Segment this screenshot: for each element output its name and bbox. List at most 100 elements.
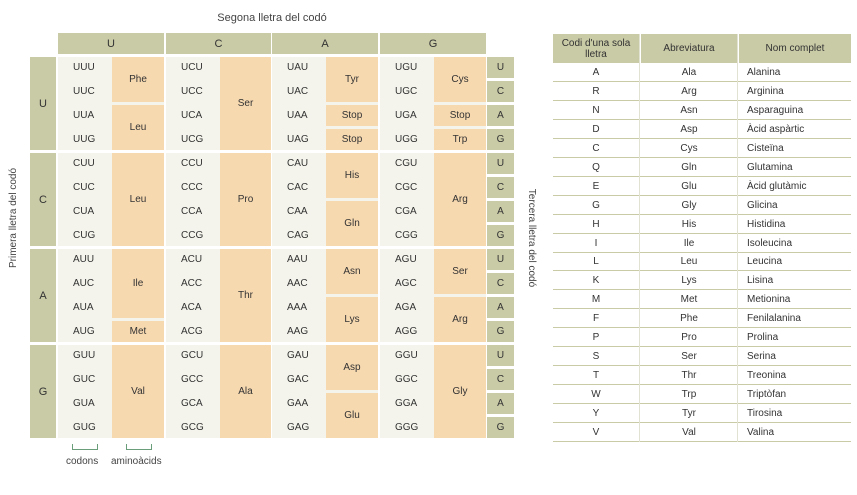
codon: GUA bbox=[73, 398, 95, 409]
three-letter-abbreviation: Lys bbox=[681, 275, 697, 287]
third-letter-cell: G bbox=[487, 417, 514, 438]
full-name: Treonina bbox=[747, 370, 787, 382]
one-letter-code: R bbox=[592, 85, 600, 97]
codon: ACG bbox=[181, 326, 203, 337]
row-divider bbox=[553, 80, 851, 82]
three-letter-abbreviation: Tyr bbox=[682, 408, 696, 420]
row-divider bbox=[553, 156, 851, 158]
codon: GAA bbox=[287, 398, 309, 409]
three-letter-abbreviation: Pro bbox=[681, 332, 697, 344]
one-letter-code: T bbox=[592, 370, 600, 382]
full-name: Àcid aspàrtic bbox=[747, 123, 805, 135]
row-divider bbox=[553, 422, 851, 424]
aminoacid-cell: Phe bbox=[112, 57, 164, 102]
legend-codons: codons bbox=[66, 456, 99, 467]
third-letter-cell: U bbox=[487, 345, 514, 366]
codon: UAC bbox=[287, 86, 309, 97]
aminoacid-cell: Ala bbox=[220, 345, 271, 438]
three-letter-abbreviation: Val bbox=[682, 427, 696, 439]
three-letter-abbreviation: Ala bbox=[681, 66, 697, 78]
third-letter-cell: G bbox=[487, 225, 514, 246]
codon: CAG bbox=[287, 230, 309, 241]
full-name: Arginina bbox=[747, 85, 784, 97]
codon: AUC bbox=[73, 278, 95, 289]
row-divider bbox=[553, 289, 851, 291]
codon: AAU bbox=[287, 254, 308, 265]
one-letter-code: P bbox=[592, 332, 600, 344]
third-letter-cell: A bbox=[487, 105, 514, 126]
row-divider bbox=[553, 194, 851, 196]
codon: AUU bbox=[73, 254, 95, 265]
codon: GCG bbox=[181, 422, 204, 433]
three-letter-abbreviation: Asn bbox=[680, 104, 698, 116]
third-letter-cell: U bbox=[487, 57, 514, 78]
row-divider bbox=[553, 137, 851, 139]
three-letter-abbreviation: Gln bbox=[681, 161, 697, 173]
row-divider bbox=[553, 346, 851, 348]
one-letter-code: Y bbox=[592, 408, 600, 420]
aminoacid-cell: Stop bbox=[326, 105, 378, 126]
three-letter-abbreviation: Ser bbox=[681, 351, 697, 363]
row-divider bbox=[553, 308, 851, 310]
codon: CGG bbox=[395, 230, 418, 241]
aminoacids-bracket bbox=[126, 444, 152, 450]
three-letter-abbreviation: Thr bbox=[681, 370, 697, 382]
full-name: Alanina bbox=[747, 66, 781, 78]
full-name: Asparaguina bbox=[747, 104, 804, 116]
row-divider bbox=[553, 384, 851, 386]
row-divider bbox=[553, 175, 851, 177]
codon: UUG bbox=[73, 134, 96, 145]
aminoacid-cell: Ser bbox=[220, 57, 271, 150]
one-letter-code: S bbox=[592, 351, 600, 363]
aminoacid-cell: Cys bbox=[434, 57, 486, 102]
one-letter-code: L bbox=[593, 256, 599, 268]
one-letter-code: H bbox=[592, 218, 600, 230]
full-name: Prolina bbox=[747, 332, 779, 344]
one-letter-code: C bbox=[592, 142, 600, 154]
row-divider bbox=[553, 99, 851, 101]
row-divider bbox=[553, 118, 851, 120]
three-letter-abbreviation: Cys bbox=[680, 142, 698, 154]
first-letter-cell: A bbox=[30, 249, 56, 342]
aminoacid-cell: Trp bbox=[434, 129, 486, 150]
aminoacid-cell: Ile bbox=[112, 249, 164, 318]
row-divider bbox=[553, 232, 851, 234]
full-name: Àcid glutàmic bbox=[747, 180, 807, 192]
aminoacid-cell: Gln bbox=[326, 201, 378, 246]
codon: ACU bbox=[181, 254, 203, 265]
three-letter-abbreviation: Leu bbox=[680, 256, 698, 268]
codon: CCA bbox=[181, 206, 203, 217]
three-letter-abbreviation: Phe bbox=[680, 313, 698, 325]
third-letter-cell: A bbox=[487, 201, 514, 222]
row-divider bbox=[553, 327, 851, 329]
third-letter-cell: C bbox=[487, 273, 514, 294]
codon: AGG bbox=[395, 326, 418, 337]
aminoacid-cell: Glu bbox=[326, 393, 378, 438]
codon: GGU bbox=[395, 350, 418, 361]
row-divider bbox=[553, 213, 851, 215]
reference-table-header: Nom complet bbox=[739, 34, 851, 63]
third-letter-cell: U bbox=[487, 153, 514, 174]
codon: UCA bbox=[181, 110, 203, 121]
codon: GAC bbox=[287, 374, 309, 385]
full-name: Fenilalanina bbox=[747, 313, 801, 325]
codon: UGA bbox=[395, 110, 417, 121]
first-letter-cell: C bbox=[30, 153, 56, 246]
codon: UGU bbox=[395, 62, 418, 73]
codon: CGA bbox=[395, 206, 417, 217]
one-letter-code: K bbox=[592, 275, 600, 287]
full-name: Glicina bbox=[747, 199, 778, 211]
codon: AUA bbox=[73, 302, 94, 313]
codon: AAC bbox=[287, 278, 308, 289]
codon: GCC bbox=[181, 374, 204, 385]
full-name: Serina bbox=[747, 351, 776, 363]
full-name: Glutamina bbox=[747, 161, 793, 173]
column-divider bbox=[737, 34, 738, 442]
full-name: Leucina bbox=[747, 256, 783, 268]
one-letter-code: E bbox=[592, 180, 600, 192]
codon: UAG bbox=[287, 134, 309, 145]
codon: UCG bbox=[181, 134, 204, 145]
one-letter-code: W bbox=[591, 389, 601, 401]
one-letter-code: N bbox=[592, 104, 600, 116]
first-letter-cell: G bbox=[30, 345, 56, 438]
